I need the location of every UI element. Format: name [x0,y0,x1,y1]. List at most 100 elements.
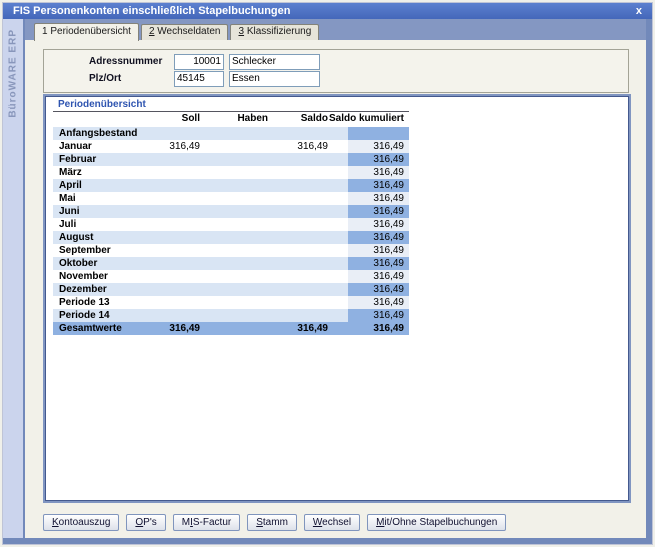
cell-kumu: 316,49 [348,244,409,257]
cell-haben [215,257,269,270]
tab-page-periodenuebersicht: Adressnummer Plz/Ort Periodenübersicht So… [25,40,646,538]
wechsel-button[interactable]: Wechsel [303,514,361,531]
cell-label: Anfangsbestand [59,128,138,139]
cell-haben [215,231,269,244]
panel-divider [53,111,409,112]
form-row-adressnummer: Adressnummer [44,53,628,70]
tab-1-perioden-bersicht[interactable]: 1 Periodenübersicht [34,23,139,41]
cell-haben [215,166,269,179]
cell-kumu: 316,49 [348,218,409,231]
brand-vertical-label: BüroWARE ERP [7,29,19,118]
cell-saldo [269,257,348,270]
cell-haben [215,283,269,296]
cell-haben [215,244,269,257]
stamm-button[interactable]: Stamm [247,514,297,531]
table-row-periode-14: Periode 14 316,49 [53,309,409,322]
cell-soll [149,309,215,322]
cell-haben [215,218,269,231]
brand-sidebar: BüroWARE ERP [3,19,23,538]
cell-soll: 316,49 [169,141,200,152]
op-s-button[interactable]: OP's [126,514,166,531]
cell-saldo [269,309,348,322]
table-row-m-rz: März 316,49 [53,166,409,179]
cell-label: Periode 14 [59,310,110,321]
cell-saldo [269,166,348,179]
cell-label: Juni [59,206,80,217]
table-row-april: April 316,49 [53,179,409,192]
table-row-februar: Februar 316,49 [53,153,409,166]
cell-kumu: 316,49 [348,270,409,283]
cell-saldo [269,127,348,140]
close-icon[interactable]: x [635,5,642,17]
cell-kumu: 316,49 [348,192,409,205]
cell-label: August [59,232,94,243]
table-row-oktober: Oktober 316,49 [53,257,409,270]
table-row-periode-13: Periode 13 316,49 [53,296,409,309]
table-row-dezember: Dezember 316,49 [53,283,409,296]
cell-soll [149,231,215,244]
table-row-gesamtwerte: Gesamtwerte 316,49 316,49 316,49 [53,322,409,335]
table-row-anfangsbestand: Anfangsbestand [53,127,409,140]
table-row-november: November 316,49 [53,270,409,283]
tab-2-wechseldaten[interactable]: 2 Wechseldaten [140,24,229,40]
cell-label: Mai [59,193,76,204]
tab-bar: 1 Periodenübersicht 2 Wechseldaten 3 Klass… [25,19,646,41]
mis-factur-button[interactable]: MIS-Factur [172,514,241,531]
window-title: FIS Personenkonten einschließlich Stapel… [13,5,291,17]
form-row-plz-ort: Plz/Ort [44,70,628,87]
cell-soll [149,179,215,192]
cell-haben [215,153,269,166]
plz-ort-code-input[interactable] [174,70,224,87]
cell-soll [149,296,215,309]
cell-saldo [269,296,348,309]
cell-saldo: 316,49 [297,323,328,334]
plz-ort-text-input[interactable] [229,70,320,87]
title-bar: FIS Personenkonten einschließlich Stapel… [3,3,652,19]
cell-kumu [348,127,409,140]
cell-soll [149,218,215,231]
cell-kumu: 316,49 [348,205,409,218]
kontoauszug-button[interactable]: Kontoauszug [43,514,120,531]
table-row-august: August 316,49 [53,231,409,244]
cell-kumu: 316,49 [373,323,404,334]
cell-soll: 316,49 [169,323,200,334]
cell-saldo [269,283,348,296]
cell-saldo [269,244,348,257]
cell-saldo: 316,49 [297,141,328,152]
column-header-saldo: Saldo [300,113,328,124]
cell-haben [215,322,269,335]
cell-haben [215,309,269,322]
cell-kumu: 316,49 [348,166,409,179]
cell-saldo [269,270,348,283]
cell-haben [215,192,269,205]
cell-saldo [269,218,348,231]
adressnummer-code-input[interactable] [174,53,224,70]
mit-ohne-stapelbuchungen-button[interactable]: Mit/Ohne Stapelbuchungen [367,514,507,531]
field-label-plz-ort: Plz/Ort [89,73,122,84]
cell-label: Februar [59,154,97,165]
cell-kumu: 316,49 [348,179,409,192]
table-row-juni: Juni 316,49 [53,205,409,218]
adressnummer-text-input[interactable] [229,53,320,70]
cell-haben [215,179,269,192]
tab-3-klassifizierung[interactable]: 3 Klassifizierung [230,24,320,40]
cell-saldo [269,192,348,205]
cell-haben [215,205,269,218]
table-row-juli: Juli 316,49 [53,218,409,231]
cell-soll [149,244,215,257]
cell-saldo [269,153,348,166]
cell-label: Gesamtwerte [59,323,122,334]
cell-label: Periode 13 [59,297,110,308]
cell-haben [215,127,269,140]
table-body: Anfangsbestand Januar 316,49 316,49 316,49 Fe… [53,127,409,335]
cell-kumu: 316,49 [348,257,409,270]
cell-kumu: 316,49 [348,309,409,322]
period-table: Soll Haben Saldo Saldo kumuliert Anfangsbes… [53,113,409,335]
cell-haben [215,140,269,153]
table-row-september: September 316,49 [53,244,409,257]
cell-label: Oktober [59,258,98,269]
cell-soll [149,127,215,140]
cell-saldo [269,231,348,244]
table-row-januar: Januar 316,49 316,49 316,49 [53,140,409,153]
